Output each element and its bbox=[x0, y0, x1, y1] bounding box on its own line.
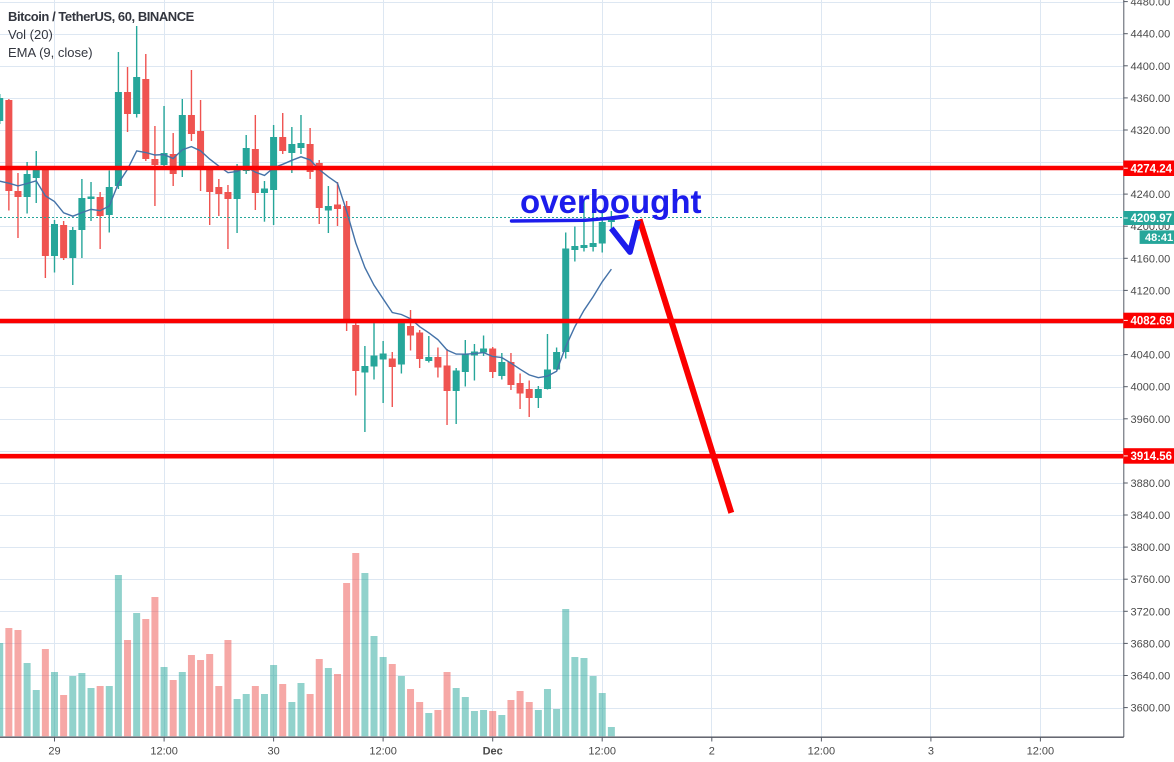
svg-text:4240.00: 4240.00 bbox=[1131, 189, 1171, 201]
svg-text:2: 2 bbox=[709, 746, 715, 758]
svg-text:3914.56: 3914.56 bbox=[1131, 451, 1173, 463]
svg-text:3800.00: 3800.00 bbox=[1131, 542, 1171, 554]
svg-text:3960.00: 3960.00 bbox=[1131, 414, 1171, 426]
svg-text:12:00: 12:00 bbox=[150, 746, 178, 758]
svg-text:3680.00: 3680.00 bbox=[1131, 638, 1171, 650]
svg-text:12:00: 12:00 bbox=[588, 746, 616, 758]
svg-text:12:00: 12:00 bbox=[808, 746, 836, 758]
svg-text:4082.69: 4082.69 bbox=[1131, 316, 1173, 328]
svg-text:12:00: 12:00 bbox=[369, 746, 397, 758]
svg-text:3760.00: 3760.00 bbox=[1131, 574, 1171, 586]
svg-text:4209.97: 4209.97 bbox=[1131, 213, 1173, 225]
svg-text:3: 3 bbox=[928, 746, 934, 758]
svg-text:3600.00: 3600.00 bbox=[1131, 703, 1171, 715]
svg-text:4120.00: 4120.00 bbox=[1131, 285, 1171, 297]
svg-text:48:41: 48:41 bbox=[1145, 232, 1173, 244]
svg-text:3640.00: 3640.00 bbox=[1131, 671, 1171, 683]
svg-text:Vol (20): Vol (20) bbox=[8, 27, 53, 42]
svg-text:4320.00: 4320.00 bbox=[1131, 125, 1171, 137]
svg-text:EMA (9, close): EMA (9, close) bbox=[8, 45, 93, 60]
svg-text:4440.00: 4440.00 bbox=[1131, 29, 1171, 41]
svg-text:4160.00: 4160.00 bbox=[1131, 253, 1171, 265]
svg-text:4274.24: 4274.24 bbox=[1131, 163, 1173, 175]
svg-text:4400.00: 4400.00 bbox=[1131, 61, 1171, 73]
svg-text:3840.00: 3840.00 bbox=[1131, 510, 1171, 522]
svg-text:4360.00: 4360.00 bbox=[1131, 93, 1171, 105]
svg-text:3880.00: 3880.00 bbox=[1131, 478, 1171, 490]
svg-text:Bitcoin / TetherUS, 60, BINANC: Bitcoin / TetherUS, 60, BINANCE bbox=[8, 9, 195, 24]
svg-text:30: 30 bbox=[267, 746, 279, 758]
svg-text:3720.00: 3720.00 bbox=[1131, 606, 1171, 618]
svg-text:4040.00: 4040.00 bbox=[1131, 350, 1171, 362]
svg-text:overbought: overbought bbox=[520, 183, 701, 220]
svg-text:4480.00: 4480.00 bbox=[1131, 0, 1171, 9]
svg-text:29: 29 bbox=[48, 746, 60, 758]
svg-text:4000.00: 4000.00 bbox=[1131, 382, 1171, 394]
svg-text:12:00: 12:00 bbox=[1027, 746, 1055, 758]
svg-text:Dec: Dec bbox=[483, 746, 503, 758]
